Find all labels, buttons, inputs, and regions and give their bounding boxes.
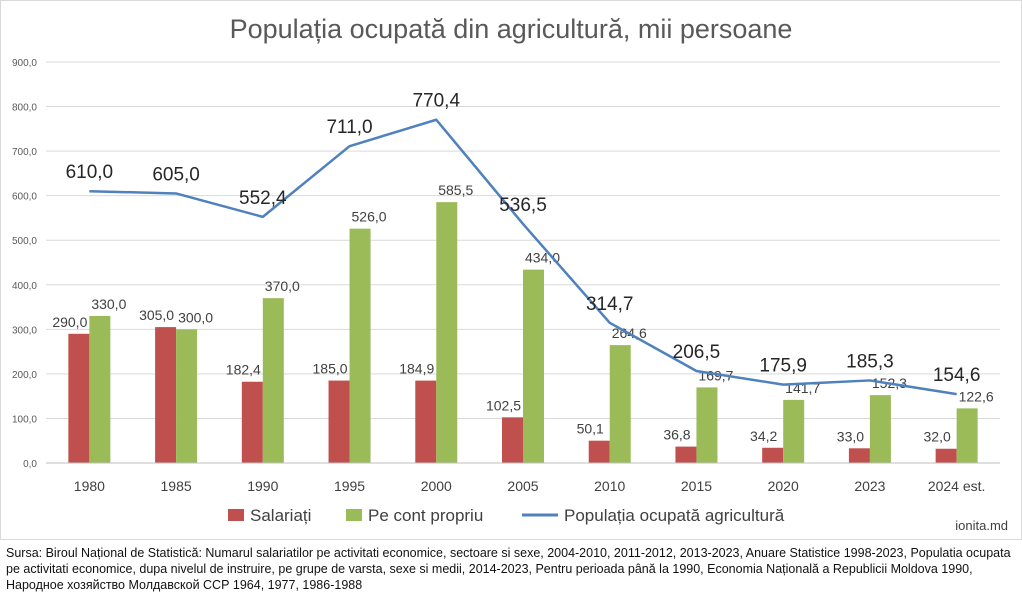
y-tick-label: 400,0 xyxy=(12,281,37,292)
data-label-pe-cont-propriu: 169,7 xyxy=(698,367,733,383)
x-tick-label: 2020 xyxy=(768,478,799,494)
data-label-total: 314,7 xyxy=(586,294,634,315)
data-label-salariati: 184,9 xyxy=(399,361,434,377)
legend-label-salariati: Salariați xyxy=(250,506,311,525)
x-axis: 1980 1985 1990 1995 2000 2005 2010 2015 2020 2023… xyxy=(46,462,1000,494)
data-label-pe-cont-propriu: 300,0 xyxy=(178,309,213,325)
y-tick-label: 600,0 xyxy=(12,192,37,203)
data-label-salariati: 185,0 xyxy=(313,361,348,377)
y-tick-label: 100,0 xyxy=(12,414,37,425)
y-tick-label: 300,0 xyxy=(12,325,37,336)
data-label-salariati: 33,0 xyxy=(837,428,864,444)
bar-pe-cont-propriu xyxy=(523,269,544,463)
x-tick-label: 1980 xyxy=(74,478,105,494)
bar-pe-cont-propriu xyxy=(783,399,805,463)
bar-salariati xyxy=(241,381,263,463)
legend-swatch-salariati xyxy=(228,509,244,521)
data-label-total: 185,3 xyxy=(846,351,894,372)
chart-title: Populația ocupată din agricultură, mii p… xyxy=(230,14,793,44)
bar-pe-cont-propriu xyxy=(956,408,978,463)
bar-pe-cont-propriu xyxy=(869,395,891,463)
bar-salariati xyxy=(588,440,610,463)
data-label-salariati: 182,4 xyxy=(226,362,261,378)
data-label-salariati: 102,5 xyxy=(486,397,521,413)
data-label-salariati: 290,0 xyxy=(52,314,87,330)
bar-pe-cont-propriu xyxy=(262,298,284,463)
y-tick-label: 200,0 xyxy=(12,370,37,381)
source-note: Sursa: Biroul Național de Statistică: Nu… xyxy=(6,546,1011,592)
watermark: ionita.md xyxy=(955,518,1008,533)
y-axis: 0,0 100,0 200,0 300,0 400,0 500,0 600,0 700,0 80… xyxy=(12,58,37,470)
bar-salariati xyxy=(502,417,523,463)
data-label-pe-cont-propriu: 330,0 xyxy=(91,296,126,312)
data-label-pe-cont-propriu: 122,6 xyxy=(959,388,994,404)
data-label-total: 605,0 xyxy=(152,164,200,185)
bar-pe-cont-propriu xyxy=(609,345,631,463)
bar-salariati xyxy=(68,333,90,463)
data-label-total: 206,5 xyxy=(673,342,721,363)
bar-salariati xyxy=(675,446,697,463)
x-tick-label: 2010 xyxy=(594,478,625,494)
data-label-total: 536,5 xyxy=(499,195,547,216)
data-label-total: 175,9 xyxy=(759,356,807,377)
data-label-salariati: 32,0 xyxy=(924,429,951,445)
legend-label-pe-cont-propriu: Pe cont propriu xyxy=(368,506,483,525)
bar-salariati xyxy=(155,327,177,463)
data-label-total: 552,4 xyxy=(239,188,287,209)
y-tick-label: 500,0 xyxy=(12,236,37,247)
data-label-salariati: 36,8 xyxy=(663,427,690,443)
bar-salariati xyxy=(415,380,437,463)
bar-pe-cont-propriu xyxy=(436,202,458,463)
x-tick-label: 1985 xyxy=(161,478,192,494)
data-label-pe-cont-propriu: 585,5 xyxy=(438,182,473,198)
x-tick-label: 2005 xyxy=(507,478,538,494)
x-tick-label: 2024 est. xyxy=(928,478,986,494)
bar-salariati xyxy=(328,380,350,463)
data-label-salariati: 305,0 xyxy=(139,307,174,323)
data-label-total: 711,0 xyxy=(326,117,372,138)
bar-pe-cont-propriu xyxy=(176,329,198,463)
data-label-salariati: 34,2 xyxy=(750,428,777,444)
bar-salariati xyxy=(935,448,957,463)
data-label-total: 770,4 xyxy=(412,91,460,112)
total-line: 610,0 605,0 552,4 711,0 770,4 536,5 314,7 206,5… xyxy=(66,91,981,396)
x-tick-label: 2015 xyxy=(681,478,712,494)
data-label-total: 154,6 xyxy=(933,365,981,386)
bar-pe-cont-propriu xyxy=(696,387,718,463)
x-tick-label: 2023 xyxy=(854,478,885,494)
bar-salariati xyxy=(762,447,784,463)
data-label-pe-cont-propriu: 370,0 xyxy=(265,278,300,294)
legend: Salariați Pe cont propriu Populația ocupat… xyxy=(228,506,785,525)
x-tick-label: 1995 xyxy=(334,478,365,494)
y-tick-label: 0,0 xyxy=(23,459,37,470)
legend-label-total: Populația ocupată agricultură xyxy=(564,506,785,525)
y-tick-label: 800,0 xyxy=(12,103,37,114)
x-tick-label: 1990 xyxy=(247,478,278,494)
y-tick-label: 900,0 xyxy=(12,58,37,69)
x-tick-label: 2000 xyxy=(421,478,452,494)
data-label-total: 610,0 xyxy=(66,162,114,183)
legend-swatch-pe-cont-propriu xyxy=(346,509,362,521)
bar-salariati xyxy=(848,448,870,463)
data-label-pe-cont-propriu: 526,0 xyxy=(352,209,387,225)
bar-pe-cont-propriu xyxy=(89,315,111,463)
chart: Populația ocupată din agricultură, mii p… xyxy=(12,14,1008,533)
data-label-salariati: 50,1 xyxy=(577,421,604,437)
y-tick-label: 700,0 xyxy=(12,147,37,158)
data-label-pe-cont-propriu: 434,0 xyxy=(525,250,560,266)
bar-pe-cont-propriu xyxy=(349,228,371,463)
